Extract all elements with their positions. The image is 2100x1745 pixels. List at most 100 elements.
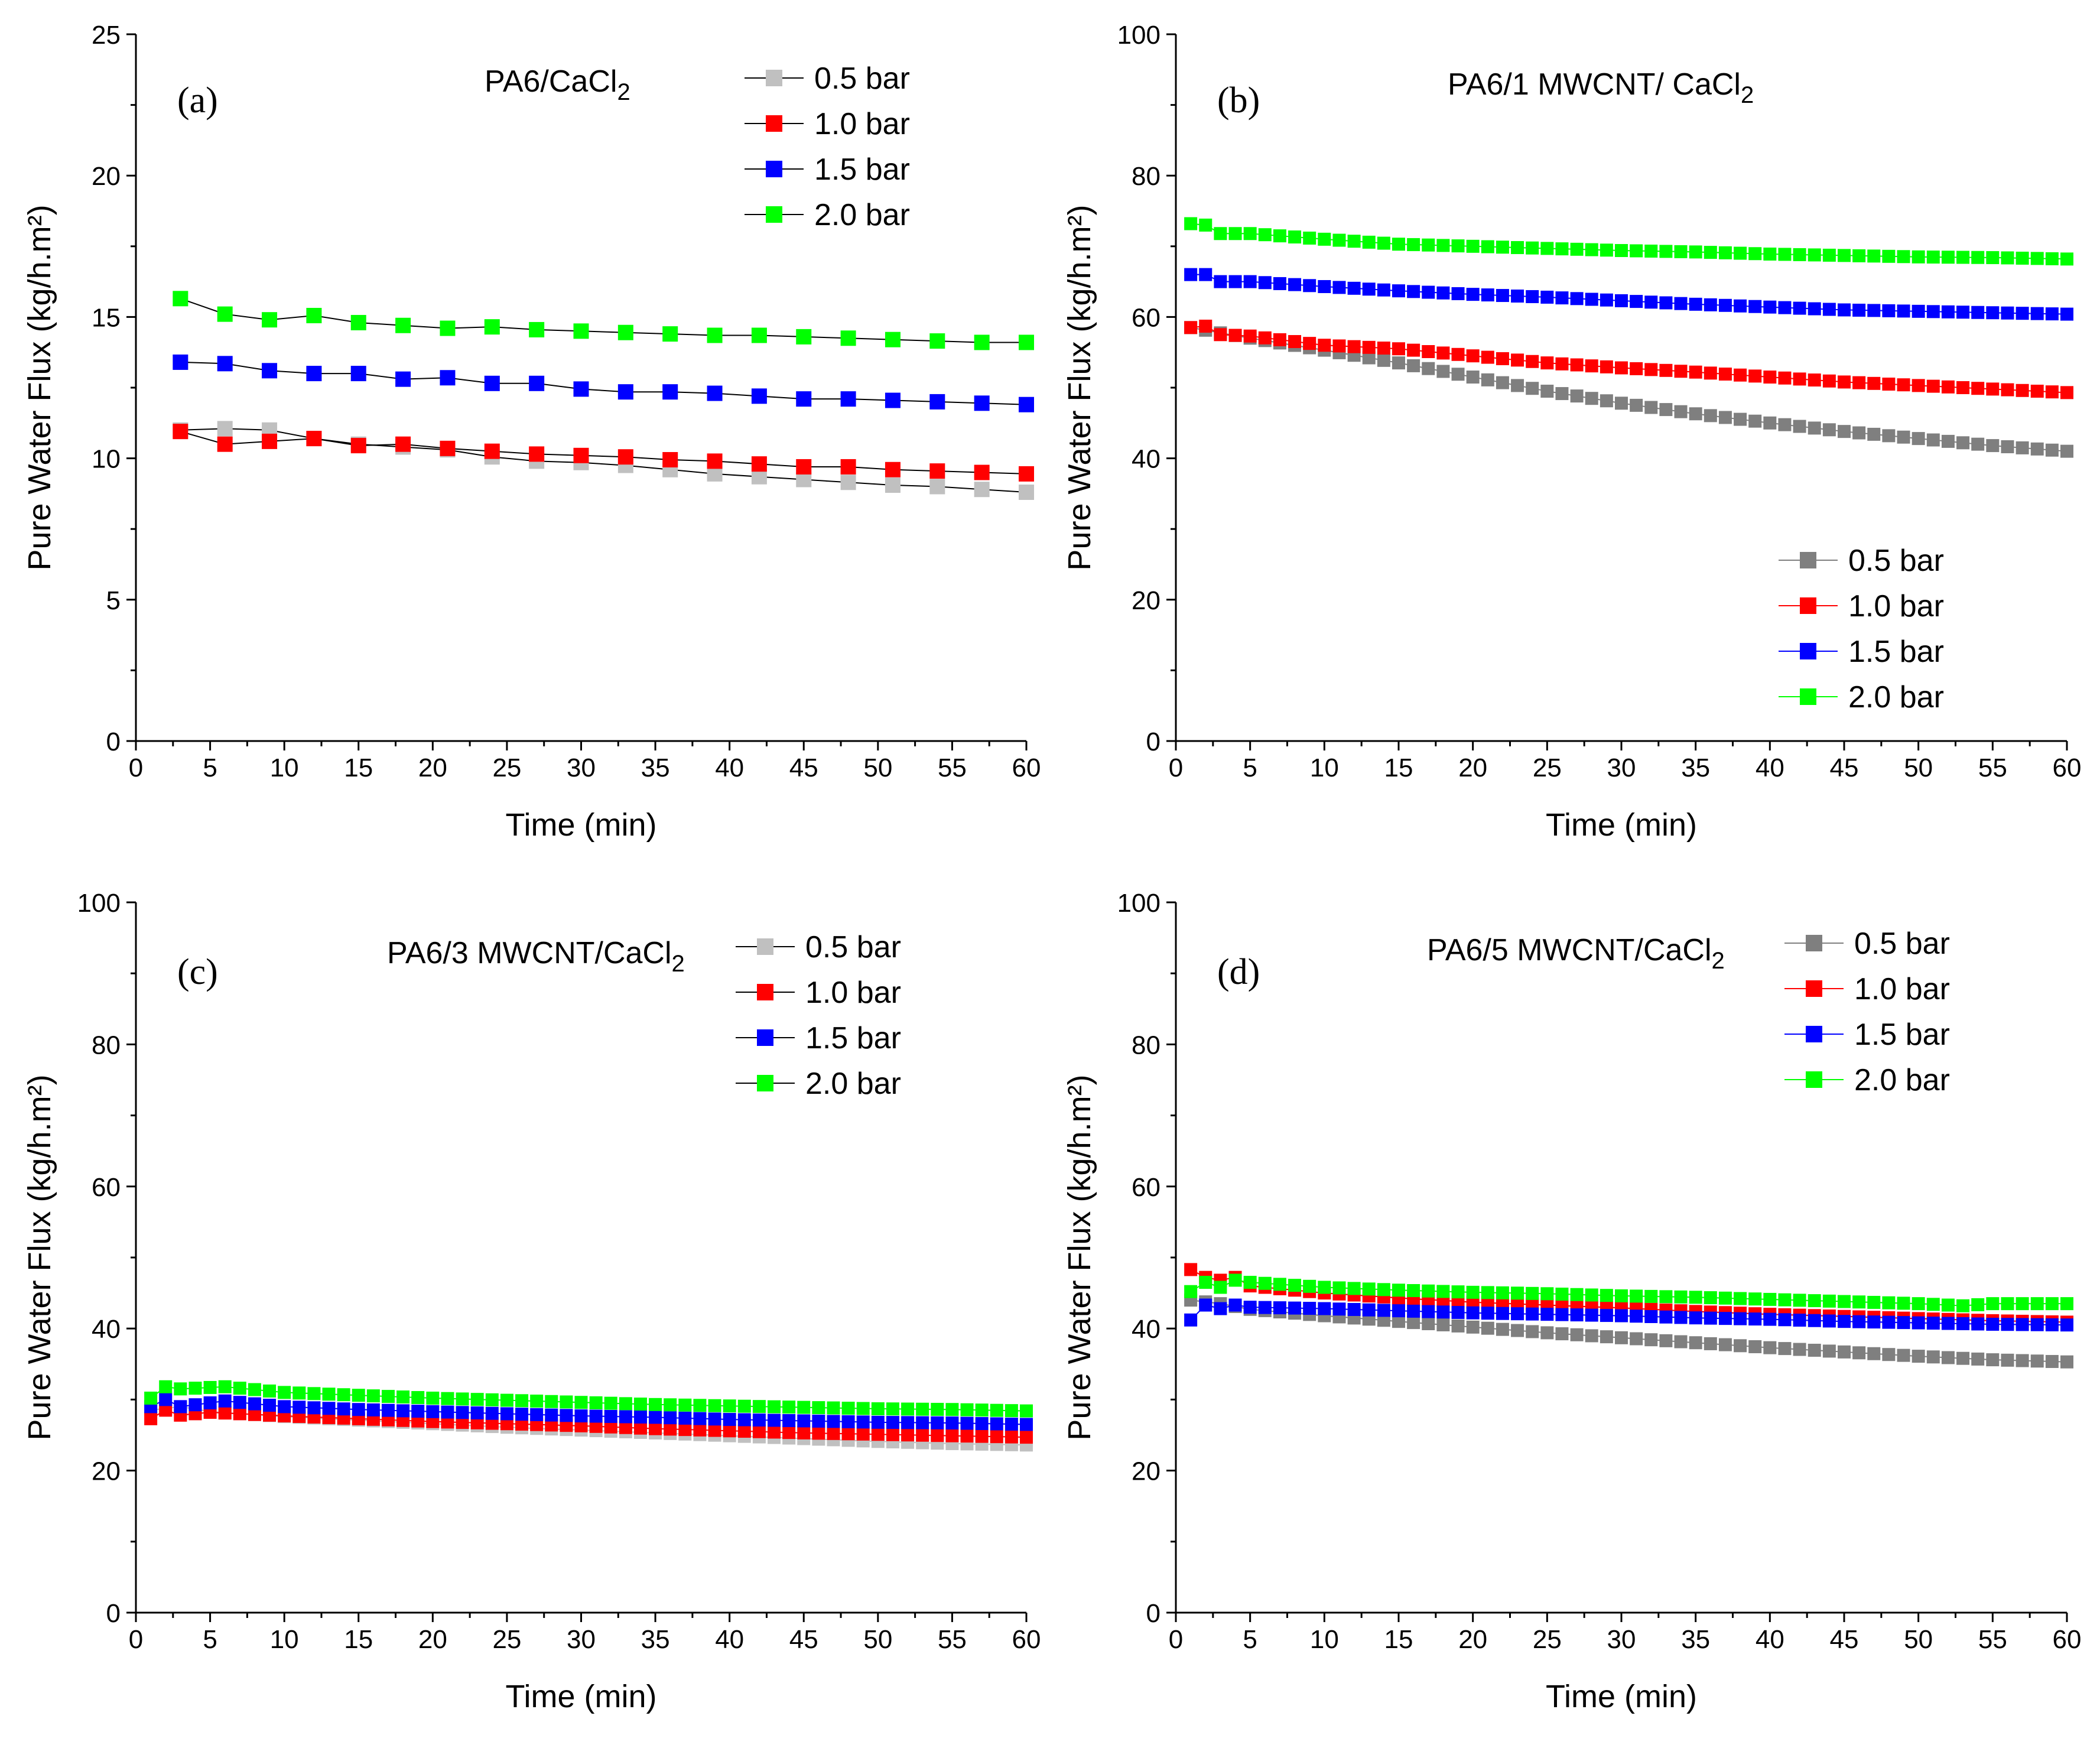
- data-point: [1600, 1330, 1613, 1344]
- data-point: [633, 1421, 647, 1435]
- data-point: [545, 1408, 558, 1422]
- data-point: [322, 1402, 336, 1415]
- data-point: [263, 1384, 277, 1398]
- data-point: [974, 395, 990, 411]
- data-point: [1526, 355, 1539, 368]
- data-point: [1511, 289, 1524, 303]
- x-tick-label: 50: [1904, 1625, 1933, 1654]
- y-tick-label: 0: [106, 727, 121, 756]
- data-point: [1511, 353, 1524, 367]
- data-point: [678, 1423, 692, 1437]
- data-point: [1852, 303, 1866, 317]
- x-tick-label: 20: [418, 1625, 447, 1654]
- data-point: [188, 1398, 202, 1412]
- legend-label: 1.0 bar: [1848, 589, 1944, 623]
- data-point: [1214, 275, 1227, 288]
- data-point: [248, 1397, 261, 1411]
- data-point: [411, 1405, 425, 1418]
- data-point: [1882, 249, 1896, 263]
- data-point: [1511, 1324, 1524, 1337]
- data-point: [456, 1406, 469, 1419]
- x-tick-label: 60: [2053, 753, 2082, 782]
- data-point: [604, 1420, 617, 1434]
- data-point: [1318, 1302, 1331, 1315]
- data-point: [1867, 427, 1881, 441]
- data-point: [707, 385, 723, 401]
- y-tick-label: 25: [92, 21, 121, 50]
- data-point: [871, 1402, 885, 1416]
- data-point: [752, 1413, 766, 1427]
- x-tick-label: 10: [1310, 1625, 1339, 1654]
- data-point: [1243, 227, 1257, 241]
- data-point: [1184, 217, 1198, 230]
- y-tick-label: 40: [1132, 1315, 1160, 1344]
- data-point: [1540, 290, 1554, 304]
- data-point: [306, 308, 322, 324]
- y-tick-label: 100: [1117, 21, 1160, 50]
- data-point: [1407, 1284, 1420, 1298]
- data-point: [1526, 241, 1539, 255]
- data-point: [812, 1401, 825, 1415]
- x-tick-label: 40: [715, 753, 744, 782]
- legend-marker: [757, 1029, 773, 1046]
- data-point: [350, 314, 366, 330]
- data-point: [1659, 1334, 1673, 1347]
- x-tick-label: 45: [789, 1625, 818, 1654]
- data-point: [827, 1415, 840, 1428]
- x-tick-label: 40: [1756, 753, 1784, 782]
- data-point: [1674, 405, 1688, 418]
- data-point: [1659, 1310, 1673, 1324]
- data-point: [515, 1408, 529, 1421]
- data-point: [1778, 248, 1792, 261]
- data-point: [1971, 382, 1985, 395]
- x-tick-label: 50: [863, 753, 892, 782]
- data-point: [574, 1396, 588, 1409]
- y-axis-label: Pure Water Flux (kg/h.m²): [1062, 204, 1097, 570]
- legend-marker: [1800, 597, 1816, 614]
- data-point: [1644, 363, 1658, 376]
- x-tick-label: 25: [1533, 1625, 1562, 1654]
- data-point: [1377, 283, 1390, 297]
- data-point: [1882, 1348, 1896, 1361]
- data-point: [693, 1412, 707, 1425]
- data-point: [737, 1399, 751, 1413]
- data-point: [174, 1400, 187, 1413]
- data-point: [916, 1428, 929, 1442]
- data-point: [960, 1403, 974, 1416]
- data-point: [1689, 407, 1702, 421]
- data-point: [366, 1403, 380, 1416]
- data-point: [1704, 366, 1717, 380]
- data-point: [1897, 378, 1910, 392]
- data-point: [1466, 1285, 1480, 1299]
- data-point: [159, 1393, 173, 1406]
- data-point: [1852, 426, 1866, 440]
- data-point: [1971, 437, 1985, 451]
- x-tick-label: 35: [641, 1625, 670, 1654]
- data-point: [2060, 444, 2073, 458]
- data-point: [827, 1401, 840, 1415]
- data-point: [1422, 362, 1435, 375]
- x-tick-label: 45: [789, 753, 818, 782]
- x-tick-label: 0: [129, 1625, 143, 1654]
- panel-title: PA6/5 MWCNT/CaCl2: [1427, 933, 1725, 974]
- legend-label: 2.0 bar: [805, 1067, 901, 1101]
- data-point: [262, 433, 278, 449]
- legend-marker: [757, 938, 773, 955]
- data-point: [2001, 1353, 2014, 1367]
- x-axis-label: Time (min): [506, 807, 657, 843]
- data-point: [545, 1395, 558, 1408]
- chart-panel-a: 0 5 10 15 20 25 30 35 40 45 50 55 60 0 5 10 15 20 25 Time (…: [22, 21, 1041, 843]
- data-point: [796, 459, 812, 475]
- data-point: [188, 1382, 202, 1395]
- data-point: [1273, 277, 1286, 290]
- data-point: [1941, 305, 1955, 319]
- data-point: [1243, 1276, 1257, 1289]
- y-tick-label: 80: [1132, 1031, 1160, 1060]
- data-point: [1674, 1311, 1688, 1324]
- data-point: [1243, 275, 1257, 288]
- data-point: [1926, 1298, 1940, 1311]
- data-point: [1585, 392, 1598, 405]
- data-point: [396, 1390, 410, 1404]
- panel-title: PA6/3 MWCNT/CaCl2: [387, 936, 685, 977]
- data-point: [395, 371, 411, 387]
